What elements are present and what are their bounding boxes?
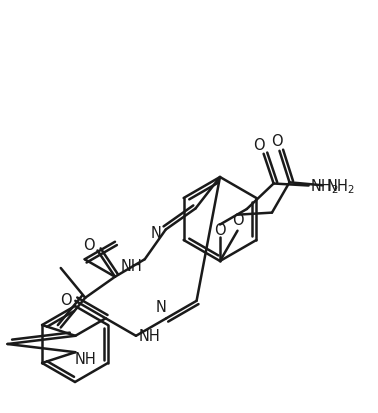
Text: NH$_2$: NH$_2$ — [310, 177, 339, 195]
Text: O: O — [214, 223, 226, 237]
Text: NH$_2$: NH$_2$ — [326, 176, 355, 195]
Text: O: O — [232, 213, 243, 228]
Text: O: O — [83, 237, 94, 252]
Text: O: O — [271, 134, 282, 149]
Text: O: O — [60, 292, 72, 308]
Text: O: O — [253, 138, 265, 153]
Text: N: N — [156, 299, 167, 314]
Text: N: N — [150, 225, 161, 240]
Text: NH: NH — [74, 351, 96, 366]
Text: NH: NH — [139, 328, 161, 344]
Text: NH: NH — [121, 258, 143, 273]
